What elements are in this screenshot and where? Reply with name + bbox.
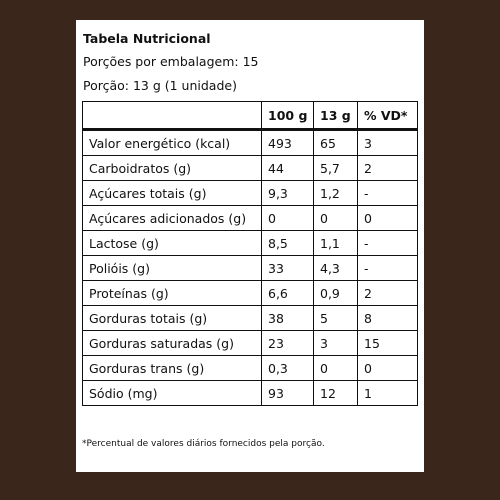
value-dv: 3	[357, 128, 418, 156]
header-nutrient	[82, 101, 262, 130]
nutrient-name: Açúcares totais (g)	[82, 180, 262, 206]
nutrient-name: Gorduras trans (g)	[82, 355, 262, 381]
nutrient-name: Polióis (g)	[82, 255, 262, 281]
value-serving: 1,1	[313, 230, 358, 256]
table-row: Lactose (g) 8,5 1,1 -	[82, 230, 418, 256]
nutrient-name: Carboidratos (g)	[82, 155, 262, 181]
value-dv: 1	[357, 380, 418, 406]
serving-size: Porção: 13 g (1 unidade)	[83, 78, 237, 93]
nutrient-name: Sódio (mg)	[82, 380, 262, 406]
value-dv: 0	[357, 205, 418, 231]
table-row: Proteínas (g) 6,6 0,9 2	[82, 280, 418, 306]
table-row: Carboidratos (g) 44 5,7 2	[82, 155, 418, 181]
servings-per-package: Porções por embalagem: 15	[83, 54, 259, 69]
table-row: Polióis (g) 33 4,3 -	[82, 255, 418, 281]
value-serving: 5	[313, 305, 358, 331]
value-dv: 2	[357, 155, 418, 181]
value-dv: 15	[357, 330, 418, 356]
value-serving: 4,3	[313, 255, 358, 281]
value-100g: 44	[261, 155, 314, 181]
value-serving: 1,2	[313, 180, 358, 206]
header-per-100g: 100 g	[261, 101, 314, 130]
table-row: Valor energético (kcal) 493 65 3	[82, 128, 418, 156]
value-100g: 493	[261, 128, 314, 156]
value-dv: -	[357, 230, 418, 256]
value-serving: 3	[313, 330, 358, 356]
nutrient-name: Açúcares adicionados (g)	[82, 205, 262, 231]
value-100g: 8,5	[261, 230, 314, 256]
label-title: Tabela Nutricional	[83, 31, 211, 46]
table-row: Açúcares totais (g) 9,3 1,2 -	[82, 180, 418, 206]
nutrient-name: Gorduras saturadas (g)	[82, 330, 262, 356]
value-serving: 5,7	[313, 155, 358, 181]
value-serving: 0	[313, 205, 358, 231]
value-dv: 2	[357, 280, 418, 306]
value-serving: 12	[313, 380, 358, 406]
table-row: Gorduras saturadas (g) 23 3 15	[82, 330, 418, 356]
nutrient-name: Valor energético (kcal)	[82, 128, 262, 156]
table-row: Sódio (mg) 93 12 1	[82, 380, 418, 406]
header-per-serving: 13 g	[313, 101, 358, 130]
value-dv: -	[357, 255, 418, 281]
value-100g: 33	[261, 255, 314, 281]
value-100g: 38	[261, 305, 314, 331]
value-dv: 0	[357, 355, 418, 381]
nutrient-name: Gorduras totais (g)	[82, 305, 262, 331]
value-100g: 0	[261, 205, 314, 231]
table-row: Gorduras totais (g) 38 5 8	[82, 305, 418, 331]
value-serving: 65	[313, 128, 358, 156]
footnote: *Percentual de valores diários fornecido…	[82, 439, 325, 449]
value-dv: 8	[357, 305, 418, 331]
value-dv: -	[357, 180, 418, 206]
nutrient-name: Proteínas (g)	[82, 280, 262, 306]
value-100g: 6,6	[261, 280, 314, 306]
value-100g: 9,3	[261, 180, 314, 206]
nutrition-table: 100 g 13 g % VD* Valor energético (kcal)…	[82, 101, 418, 406]
value-serving: 0,9	[313, 280, 358, 306]
nutrition-label: Tabela Nutricional Porções por embalagem…	[76, 20, 424, 472]
value-100g: 0,3	[261, 355, 314, 381]
value-100g: 23	[261, 330, 314, 356]
table-row: Açúcares adicionados (g) 0 0 0	[82, 205, 418, 231]
value-serving: 0	[313, 355, 358, 381]
table-row: Gorduras trans (g) 0,3 0 0	[82, 355, 418, 381]
value-100g: 93	[261, 380, 314, 406]
table-header-row: 100 g 13 g % VD*	[82, 101, 418, 130]
header-daily-value: % VD*	[357, 101, 418, 130]
nutrient-name: Lactose (g)	[82, 230, 262, 256]
